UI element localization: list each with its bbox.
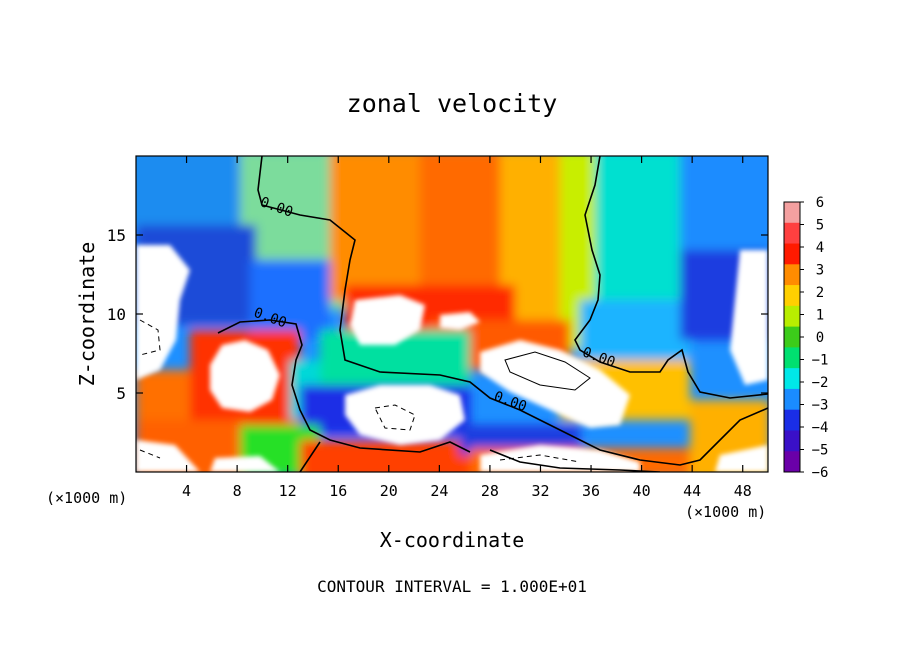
colorbar-label: 2 xyxy=(816,285,824,301)
x-tick-label: 44 xyxy=(683,482,701,500)
x-tick-label: 24 xyxy=(430,482,448,500)
colorbar-swatch xyxy=(784,202,800,224)
colorbar-swatch xyxy=(784,388,800,411)
colorbar-swatch xyxy=(784,264,800,286)
y-tick-label: 10 xyxy=(107,305,126,324)
x-axis: 4 8 12 16 20 24 28 32 36 40 44 48 xyxy=(182,156,752,500)
colorbar-swatch xyxy=(784,451,800,473)
colorbar-label: −3 xyxy=(812,398,829,414)
x-tick-label: 32 xyxy=(531,482,549,500)
x-tick-label: 8 xyxy=(233,482,242,500)
x-axis-label: X-coordinate xyxy=(380,528,525,552)
colorbar-label: 3 xyxy=(816,263,824,279)
x-tick-label: 36 xyxy=(582,482,600,500)
colorbar-label: 4 xyxy=(816,240,824,256)
x-tick-label: 4 xyxy=(182,482,191,500)
x-tick-label: 16 xyxy=(329,482,347,500)
colorbar-label: −5 xyxy=(812,443,829,459)
colorbar-swatch xyxy=(784,409,800,431)
colorbar-label: 0 xyxy=(816,330,824,346)
colorbar-label: 5 xyxy=(816,218,824,234)
x-tick-label: 48 xyxy=(734,482,752,500)
colorbar-label: 1 xyxy=(816,308,824,324)
y-axis-label: Z-coordinate xyxy=(75,242,99,387)
x-tick-label: 20 xyxy=(380,482,398,500)
zero-contours xyxy=(217,156,768,472)
x-axis-unit-left: (×1000 m) xyxy=(46,489,127,507)
colorbar-swatch xyxy=(784,222,800,245)
colorbar-label: −6 xyxy=(812,465,829,481)
positive-contours xyxy=(504,351,591,391)
colorbar-swatch xyxy=(784,305,800,328)
colorbar-swatch xyxy=(784,430,800,452)
chart-title: zonal velocity xyxy=(347,89,558,118)
colorbar-label: 6 xyxy=(816,195,824,211)
colorbar: 6 5 4 3 2 1 0 −1 −2 −3 −4 −5 −6 xyxy=(783,195,829,481)
colorbar-swatch xyxy=(784,243,800,265)
y-tick-label: 15 xyxy=(107,226,126,245)
colorbar-swatch xyxy=(784,285,800,307)
contour-interval-note: CONTOUR INTERVAL = 1.000E+01 xyxy=(317,577,587,596)
colorbar-swatch xyxy=(784,347,800,369)
colorbar-label: −2 xyxy=(812,375,829,391)
colorbar-swatch xyxy=(784,368,800,390)
y-tick-label: 5 xyxy=(116,384,126,403)
heatmap-field xyxy=(136,156,768,472)
x-axis-unit-right: (×1000 m) xyxy=(685,503,766,521)
negative-contours xyxy=(139,319,581,463)
colorbar-label: −4 xyxy=(812,420,829,436)
colorbar-swatch xyxy=(784,326,800,348)
x-tick-label: 40 xyxy=(633,482,651,500)
y-axis: 5 10 15 xyxy=(107,226,768,403)
x-tick-label: 12 xyxy=(279,482,297,500)
x-tick-label: 28 xyxy=(481,482,499,500)
colorbar-label: −1 xyxy=(812,353,829,369)
